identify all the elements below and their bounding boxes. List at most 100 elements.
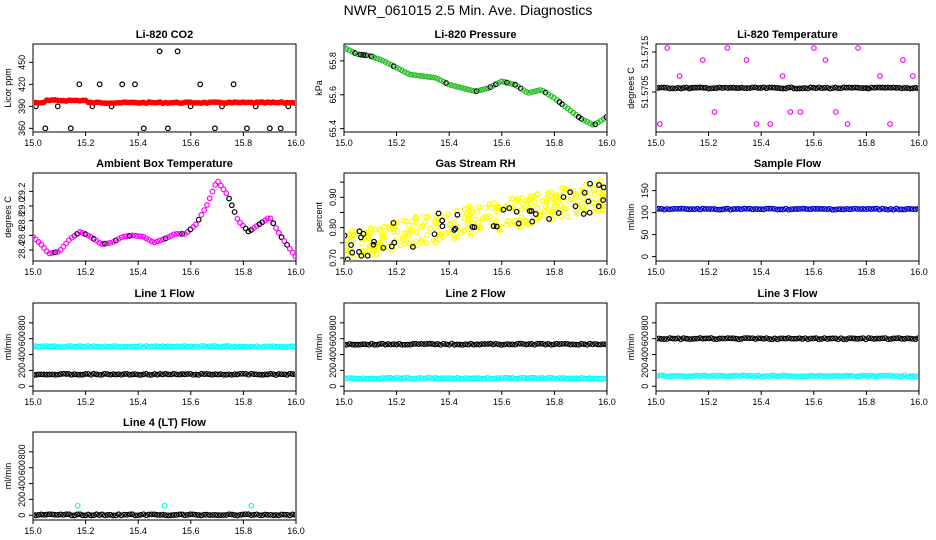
- data-point: [504, 79, 510, 86]
- data-point: [467, 232, 474, 239]
- data-point: [432, 374, 439, 381]
- data-point: [495, 375, 502, 381]
- x-tick-label: 15.6: [182, 138, 200, 148]
- data-point: [821, 373, 828, 379]
- data-point: [193, 511, 199, 518]
- data-point: [824, 373, 831, 380]
- data-point: [195, 344, 202, 351]
- data-point: [115, 371, 122, 378]
- y-tick-label: 0: [17, 513, 27, 518]
- data-point: [164, 125, 171, 131]
- data-point: [262, 343, 268, 350]
- data-point: [896, 84, 902, 91]
- data-point: [777, 85, 784, 92]
- x-tick-label: 16.0: [910, 267, 928, 277]
- data-point: [838, 373, 844, 380]
- data-point: [871, 84, 878, 91]
- data-point: [818, 373, 825, 379]
- data-point: [96, 81, 103, 88]
- data-point: [234, 512, 241, 519]
- data-point: [159, 236, 166, 243]
- data-point: [129, 371, 136, 378]
- data-point: [804, 336, 811, 343]
- data-point: [484, 374, 491, 381]
- x-tick-label: 15.0: [647, 397, 665, 407]
- data-point: [140, 511, 147, 518]
- data-point: [239, 343, 246, 350]
- data-point: [735, 336, 742, 343]
- data-point: [454, 374, 461, 381]
- data-point: [796, 373, 803, 380]
- data-point: [711, 372, 717, 379]
- data-point: [537, 87, 543, 93]
- data-point: [123, 233, 130, 240]
- data-point: [811, 45, 817, 51]
- data-point: [446, 341, 452, 348]
- data-point: [481, 341, 488, 347]
- data-point: [479, 341, 485, 347]
- data-point: [777, 373, 784, 379]
- data-point: [755, 335, 762, 342]
- data-point: [79, 229, 86, 236]
- data-point: [763, 372, 770, 379]
- data-point: [132, 512, 139, 519]
- data-point: [468, 340, 474, 347]
- data-point: [705, 206, 712, 212]
- data-point: [523, 375, 530, 382]
- panel-sampleflow: Sample Flow ml/min 15.0 15.2 15.4 15.6 15.8 16.…: [626, 158, 928, 277]
- x-tick-label: 15.0: [647, 267, 665, 277]
- data-point: [267, 343, 274, 350]
- data-point: [804, 85, 811, 92]
- data-point: [162, 512, 169, 519]
- x-tick-label: 15.4: [129, 397, 147, 407]
- data-point: [371, 341, 378, 348]
- data-point: [904, 373, 911, 380]
- x-tick-label: 16.0: [910, 138, 928, 148]
- data-point: [451, 227, 458, 233]
- data-point: [528, 341, 535, 347]
- data-point: [816, 205, 822, 212]
- data-point: [829, 206, 836, 213]
- data-point: [501, 78, 508, 85]
- data-point: [264, 511, 271, 518]
- data-point: [529, 218, 536, 225]
- data-point: [904, 335, 911, 342]
- x-tick-label: 15.8: [858, 267, 876, 277]
- panel-boxtemp: Ambient Box Temperature degrees C 15.0 15.2…: [3, 158, 305, 277]
- data-point: [423, 240, 430, 246]
- data-point: [479, 86, 485, 93]
- data-point: [716, 206, 723, 213]
- data-point: [890, 84, 897, 91]
- data-point: [818, 85, 825, 92]
- data-point: [54, 371, 61, 378]
- data-point: [54, 103, 61, 110]
- data-point: [564, 341, 571, 347]
- data-point: [868, 206, 875, 212]
- data-point: [454, 83, 461, 90]
- data-point: [501, 374, 508, 381]
- data-point: [796, 85, 803, 92]
- data-point: [231, 209, 238, 215]
- data-point: [437, 232, 444, 239]
- data-point: [586, 209, 593, 216]
- data-point: [534, 87, 541, 94]
- data-point: [493, 217, 500, 224]
- data-point: [688, 206, 695, 212]
- y-axis-label: ml/min: [626, 204, 636, 231]
- data-point: [586, 375, 593, 382]
- data-point: [121, 371, 128, 377]
- x-tick-label: 15.0: [335, 138, 353, 148]
- data-point: [587, 180, 593, 187]
- data-point: [766, 84, 773, 91]
- y-tick-label: 600: [17, 331, 27, 346]
- data-point: [457, 375, 463, 382]
- data-point: [589, 375, 596, 382]
- data-point: [388, 341, 394, 348]
- data-point: [429, 341, 436, 347]
- data-point: [904, 205, 911, 212]
- data-point: [237, 511, 244, 518]
- data-point: [52, 511, 58, 518]
- panel-line1: Line 1 Flow ml/min 15.0 15.2 15.4 15.6 15.8 16.…: [3, 288, 305, 407]
- data-point: [209, 371, 216, 378]
- data-point: [733, 206, 739, 212]
